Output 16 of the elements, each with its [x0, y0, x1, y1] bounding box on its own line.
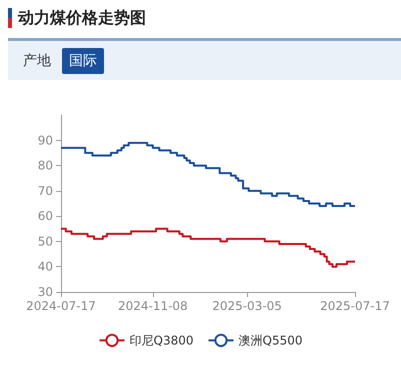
- legend-label: 澳洲Q5500: [238, 333, 302, 348]
- text: 产地: [22, 52, 52, 70]
- x-tick-label: 2024-07-17: [26, 299, 96, 313]
- chart-title: 动力煤价格走势图: [18, 8, 146, 28]
- y-tick-label: 90: [38, 133, 53, 148]
- text: 国际: [62, 48, 104, 74]
- x-tick-label: 2024-11-08: [118, 299, 188, 313]
- x-tick-label: 2025-03-05: [212, 299, 282, 313]
- y-tick-label: 60: [38, 209, 53, 224]
- x-tick-label: 2025-07-17: [320, 299, 390, 313]
- y-tick-label: 30: [38, 285, 53, 299]
- y-tick-label: 50: [38, 234, 53, 248]
- y-tick-label: 70: [38, 184, 53, 198]
- legend-label: 印尼Q3800: [130, 333, 194, 348]
- y-tick-label: 40: [38, 260, 53, 274]
- y-tick-label: 80: [38, 158, 53, 173]
